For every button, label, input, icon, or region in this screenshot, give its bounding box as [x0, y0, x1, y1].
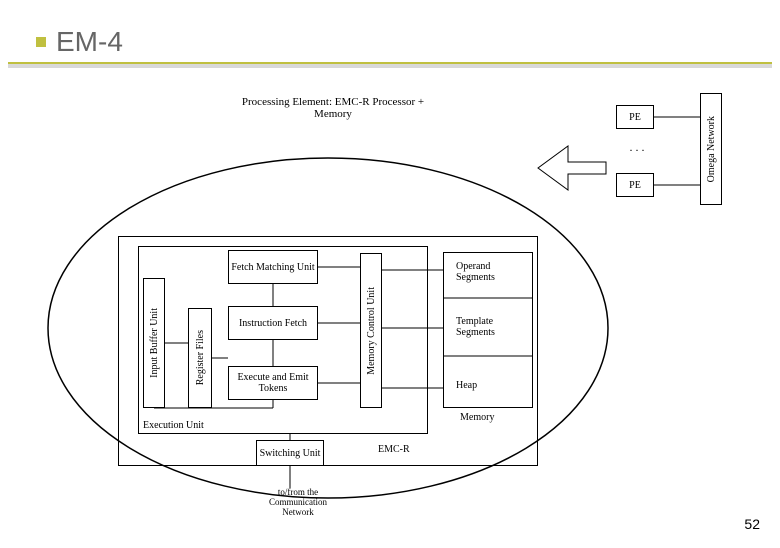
- register-files: Register Files: [188, 308, 212, 408]
- omega-label: Omega Network: [706, 116, 717, 182]
- memory-control-unit: Memory Control Unit: [360, 253, 382, 408]
- fetch-matching-unit: Fetch Matching Unit: [228, 250, 318, 284]
- ibu-label: Input Buffer Unit: [149, 308, 160, 378]
- pe-box-0: PE: [616, 105, 654, 129]
- pe-box-1: PE: [616, 173, 654, 197]
- mem-seg-heap: Heap: [456, 380, 526, 391]
- diagram-area: Processing Element: EMC-R Processor + Me…: [8, 8, 772, 505]
- instruction-fetch: Instruction Fetch: [228, 306, 318, 340]
- input-buffer-unit: Input Buffer Unit: [143, 278, 165, 408]
- proc-elem-label: Processing Element: EMC-R Processor + Me…: [233, 96, 433, 120]
- mem-seg-template: Template Segments: [456, 316, 526, 338]
- comm-network-label: to/from the Communication Network: [253, 488, 343, 518]
- execution-unit-label: Execution Unit: [143, 420, 204, 431]
- memory-label: Memory: [460, 412, 494, 423]
- mcu-label: Memory Control Unit: [366, 287, 377, 375]
- mem-seg-operand: Operand Segments: [456, 261, 526, 283]
- page-number: 52: [744, 516, 760, 532]
- execute-emit-tokens: Execute and Emit Tokens: [228, 366, 318, 400]
- omega-network-box: Omega Network: [700, 93, 722, 205]
- emcr-label: EMC-R: [378, 444, 410, 455]
- regfiles-label: Register Files: [195, 330, 206, 385]
- pe-dots: . . .: [622, 141, 652, 154]
- switching-unit: Switching Unit: [256, 440, 324, 466]
